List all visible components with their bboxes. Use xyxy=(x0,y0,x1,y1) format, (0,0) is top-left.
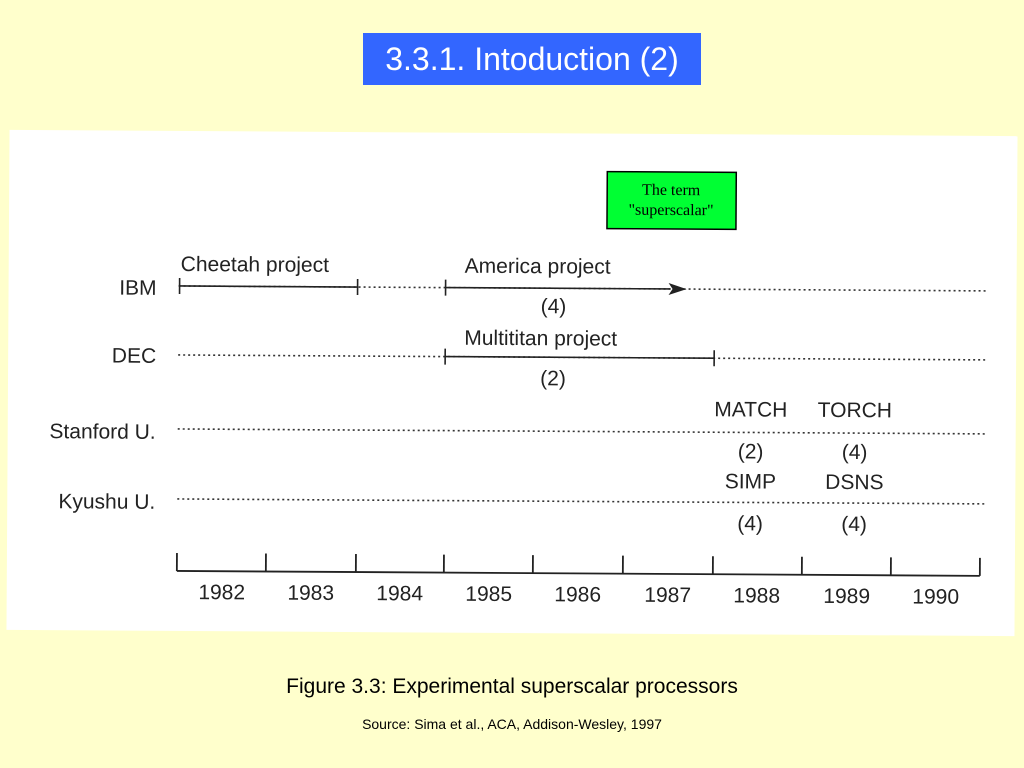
superscalar-note-line1: The term xyxy=(642,182,701,199)
row-label-dec: DEC xyxy=(112,345,156,368)
year-1987: 1987 xyxy=(644,584,691,607)
project-simp: SIMP xyxy=(725,470,776,493)
slide-title: 3.3.1. Intoduction (2) xyxy=(363,33,701,85)
year-1983: 1983 xyxy=(287,582,334,605)
figure-caption: Figure 3.3: Experimental superscalar pro… xyxy=(286,675,738,698)
superscalar-note-box xyxy=(606,170,738,231)
project-multititan: Multititan project xyxy=(464,327,617,351)
project-spans xyxy=(178,277,716,367)
year-1985: 1985 xyxy=(465,583,512,606)
year-1989: 1989 xyxy=(823,585,870,608)
project-dsns: DSNS xyxy=(825,471,883,494)
year-1990: 1990 xyxy=(912,585,959,608)
count-match: (2) xyxy=(738,440,764,463)
year-axis xyxy=(175,552,981,577)
count-torch: (4) xyxy=(842,441,868,464)
year-1984: 1984 xyxy=(376,582,423,605)
timeline-stanford xyxy=(177,428,988,435)
count-america: (4) xyxy=(541,295,567,318)
span-multititan xyxy=(445,355,715,360)
year-1988: 1988 xyxy=(733,584,780,607)
count-simp: (4) xyxy=(737,512,763,535)
project-match: MATCH xyxy=(714,398,787,421)
count-multititan: (2) xyxy=(540,367,566,390)
timeline-figure: The term "superscalar" IBM DEC Stanford … xyxy=(6,129,1018,637)
america-arrowhead xyxy=(668,282,687,295)
count-dsns: (4) xyxy=(841,513,867,536)
timeline-kyushu xyxy=(177,498,988,505)
row-label-ibm: IBM xyxy=(119,277,156,300)
span-america xyxy=(445,286,671,290)
span-cheetah xyxy=(179,285,358,288)
superscalar-note-line2: "superscalar" xyxy=(628,202,713,220)
timeline-diagram: The term "superscalar" IBM DEC Stanford … xyxy=(49,170,989,609)
year-1982: 1982 xyxy=(198,581,245,604)
project-cheetah: Cheetah project xyxy=(181,253,330,277)
project-america: America project xyxy=(465,255,611,279)
project-torch: TORCH xyxy=(818,399,892,422)
figure-source: Source: Sima et al., ACA, Addison-Wesley… xyxy=(362,716,662,732)
year-axis-line xyxy=(176,570,980,577)
row-label-kyushu: Kyushu U. xyxy=(58,490,155,514)
row-label-stanford: Stanford U. xyxy=(49,420,155,444)
year-1986: 1986 xyxy=(554,583,601,606)
